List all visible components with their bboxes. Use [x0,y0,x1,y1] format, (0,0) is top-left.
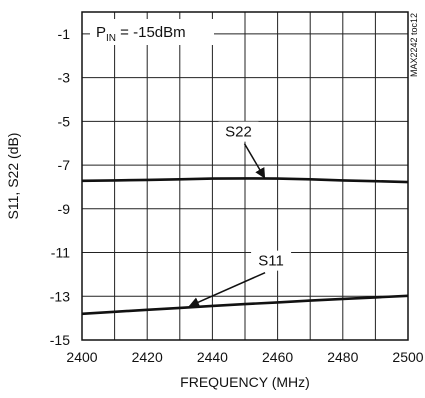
annotation-main: P [96,24,106,41]
y-tick-label: -1 [58,26,71,42]
series-label-arrow [188,271,266,308]
series-line-s22 [81,177,409,184]
y-tick-labels: -1 -3 -5 -7 -9 -11 -13 -15 [50,26,70,348]
y-tick-label: -13 [50,288,70,304]
grid [82,12,408,340]
x-axis-label: FREQUENCY (MHz) [180,374,310,390]
plot-frame [81,11,409,341]
series-label-s22: S22 [225,124,252,141]
y-tick-label: -9 [58,201,71,217]
series-label-background [251,250,292,271]
annotation-rest: = -15dBm [116,24,186,41]
x-tick-label: 2400 [66,349,97,365]
annotation-background [90,19,214,45]
y-tick-label: -15 [50,332,70,348]
x-tick-label: 2480 [327,349,358,365]
y-axis-label: S11, S22 (dB) [5,133,21,220]
x-tick-labels: 2400 2420 2440 2460 2480 2500 [66,349,423,365]
power-annotation: PIN = -15dBm [90,19,214,45]
y-tick-label: -7 [58,157,71,173]
x-tick-label: 2500 [392,349,423,365]
series-label-layer: S22 S11 [188,121,292,308]
x-tick-label: 2460 [262,349,293,365]
series-label-background [218,121,259,142]
annotation-text: PIN = -15dBm [96,24,186,44]
y-tick-label: -5 [58,113,71,129]
series-layer [81,177,409,316]
series-line-s11 [81,294,409,316]
annotation-subscript: IN [106,33,116,44]
figure-code: MAX2242 toc12 [409,13,419,77]
x-tick-label: 2420 [132,349,163,365]
series-label-arrow [243,143,266,179]
series-label-s11: S11 [258,253,284,270]
y-tick-label: -3 [58,70,71,86]
x-tick-label: 2440 [197,349,228,365]
y-tick-label: -11 [51,245,70,261]
